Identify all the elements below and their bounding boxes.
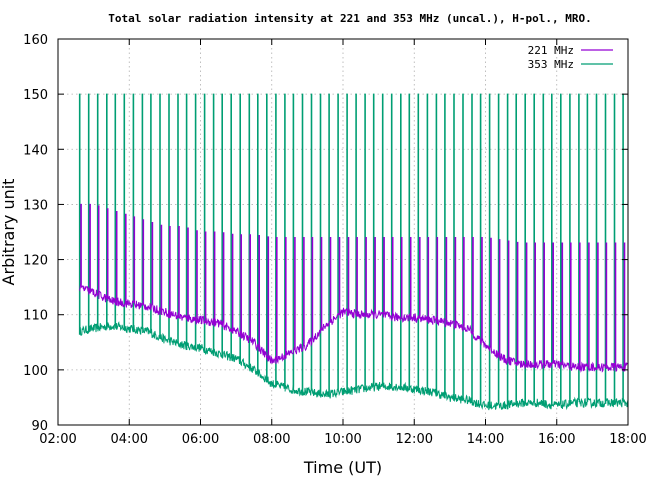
x-tick-label: 10:00 [324, 432, 361, 447]
x-tick-label: 12:00 [396, 432, 433, 447]
y-tick-label: 130 [23, 198, 48, 213]
y-tick-label: 100 [23, 364, 48, 379]
x-tick-label: 06:00 [182, 432, 219, 447]
x-tick-label: 14:00 [467, 432, 504, 447]
y-tick-label: 140 [23, 143, 48, 158]
x-tick-label: 08:00 [253, 432, 290, 447]
y-axis-label: Arbitrary unit [0, 179, 18, 286]
x-tick-label: 16:00 [538, 432, 575, 447]
chart-title: Total solar radiation intensity at 221 a… [108, 12, 591, 25]
series-layer [78, 93, 629, 411]
y-tick-label: 150 [23, 88, 48, 103]
series-line-1 [78, 93, 629, 411]
legend-label-221: 221 MHz [528, 44, 574, 57]
x-axis-label: Time (UT) [303, 458, 382, 477]
x-tick-label: 04:00 [111, 432, 148, 447]
legend: 221 MHz 353 MHz [528, 44, 613, 71]
x-tick-label: 02:00 [39, 432, 76, 447]
x-tick-label: 18:00 [609, 432, 646, 447]
series-line-0 [78, 203, 629, 373]
tick-layer: 90 100 110 120 130 140 150 160 02:00 04:00 06:00 08… [23, 33, 647, 447]
y-tick-label: 160 [23, 33, 48, 48]
y-tick-label: 110 [23, 309, 48, 324]
y-tick-label: 120 [23, 254, 48, 269]
y-tick-label: 90 [31, 419, 48, 434]
legend-label-353: 353 MHz [528, 58, 574, 71]
